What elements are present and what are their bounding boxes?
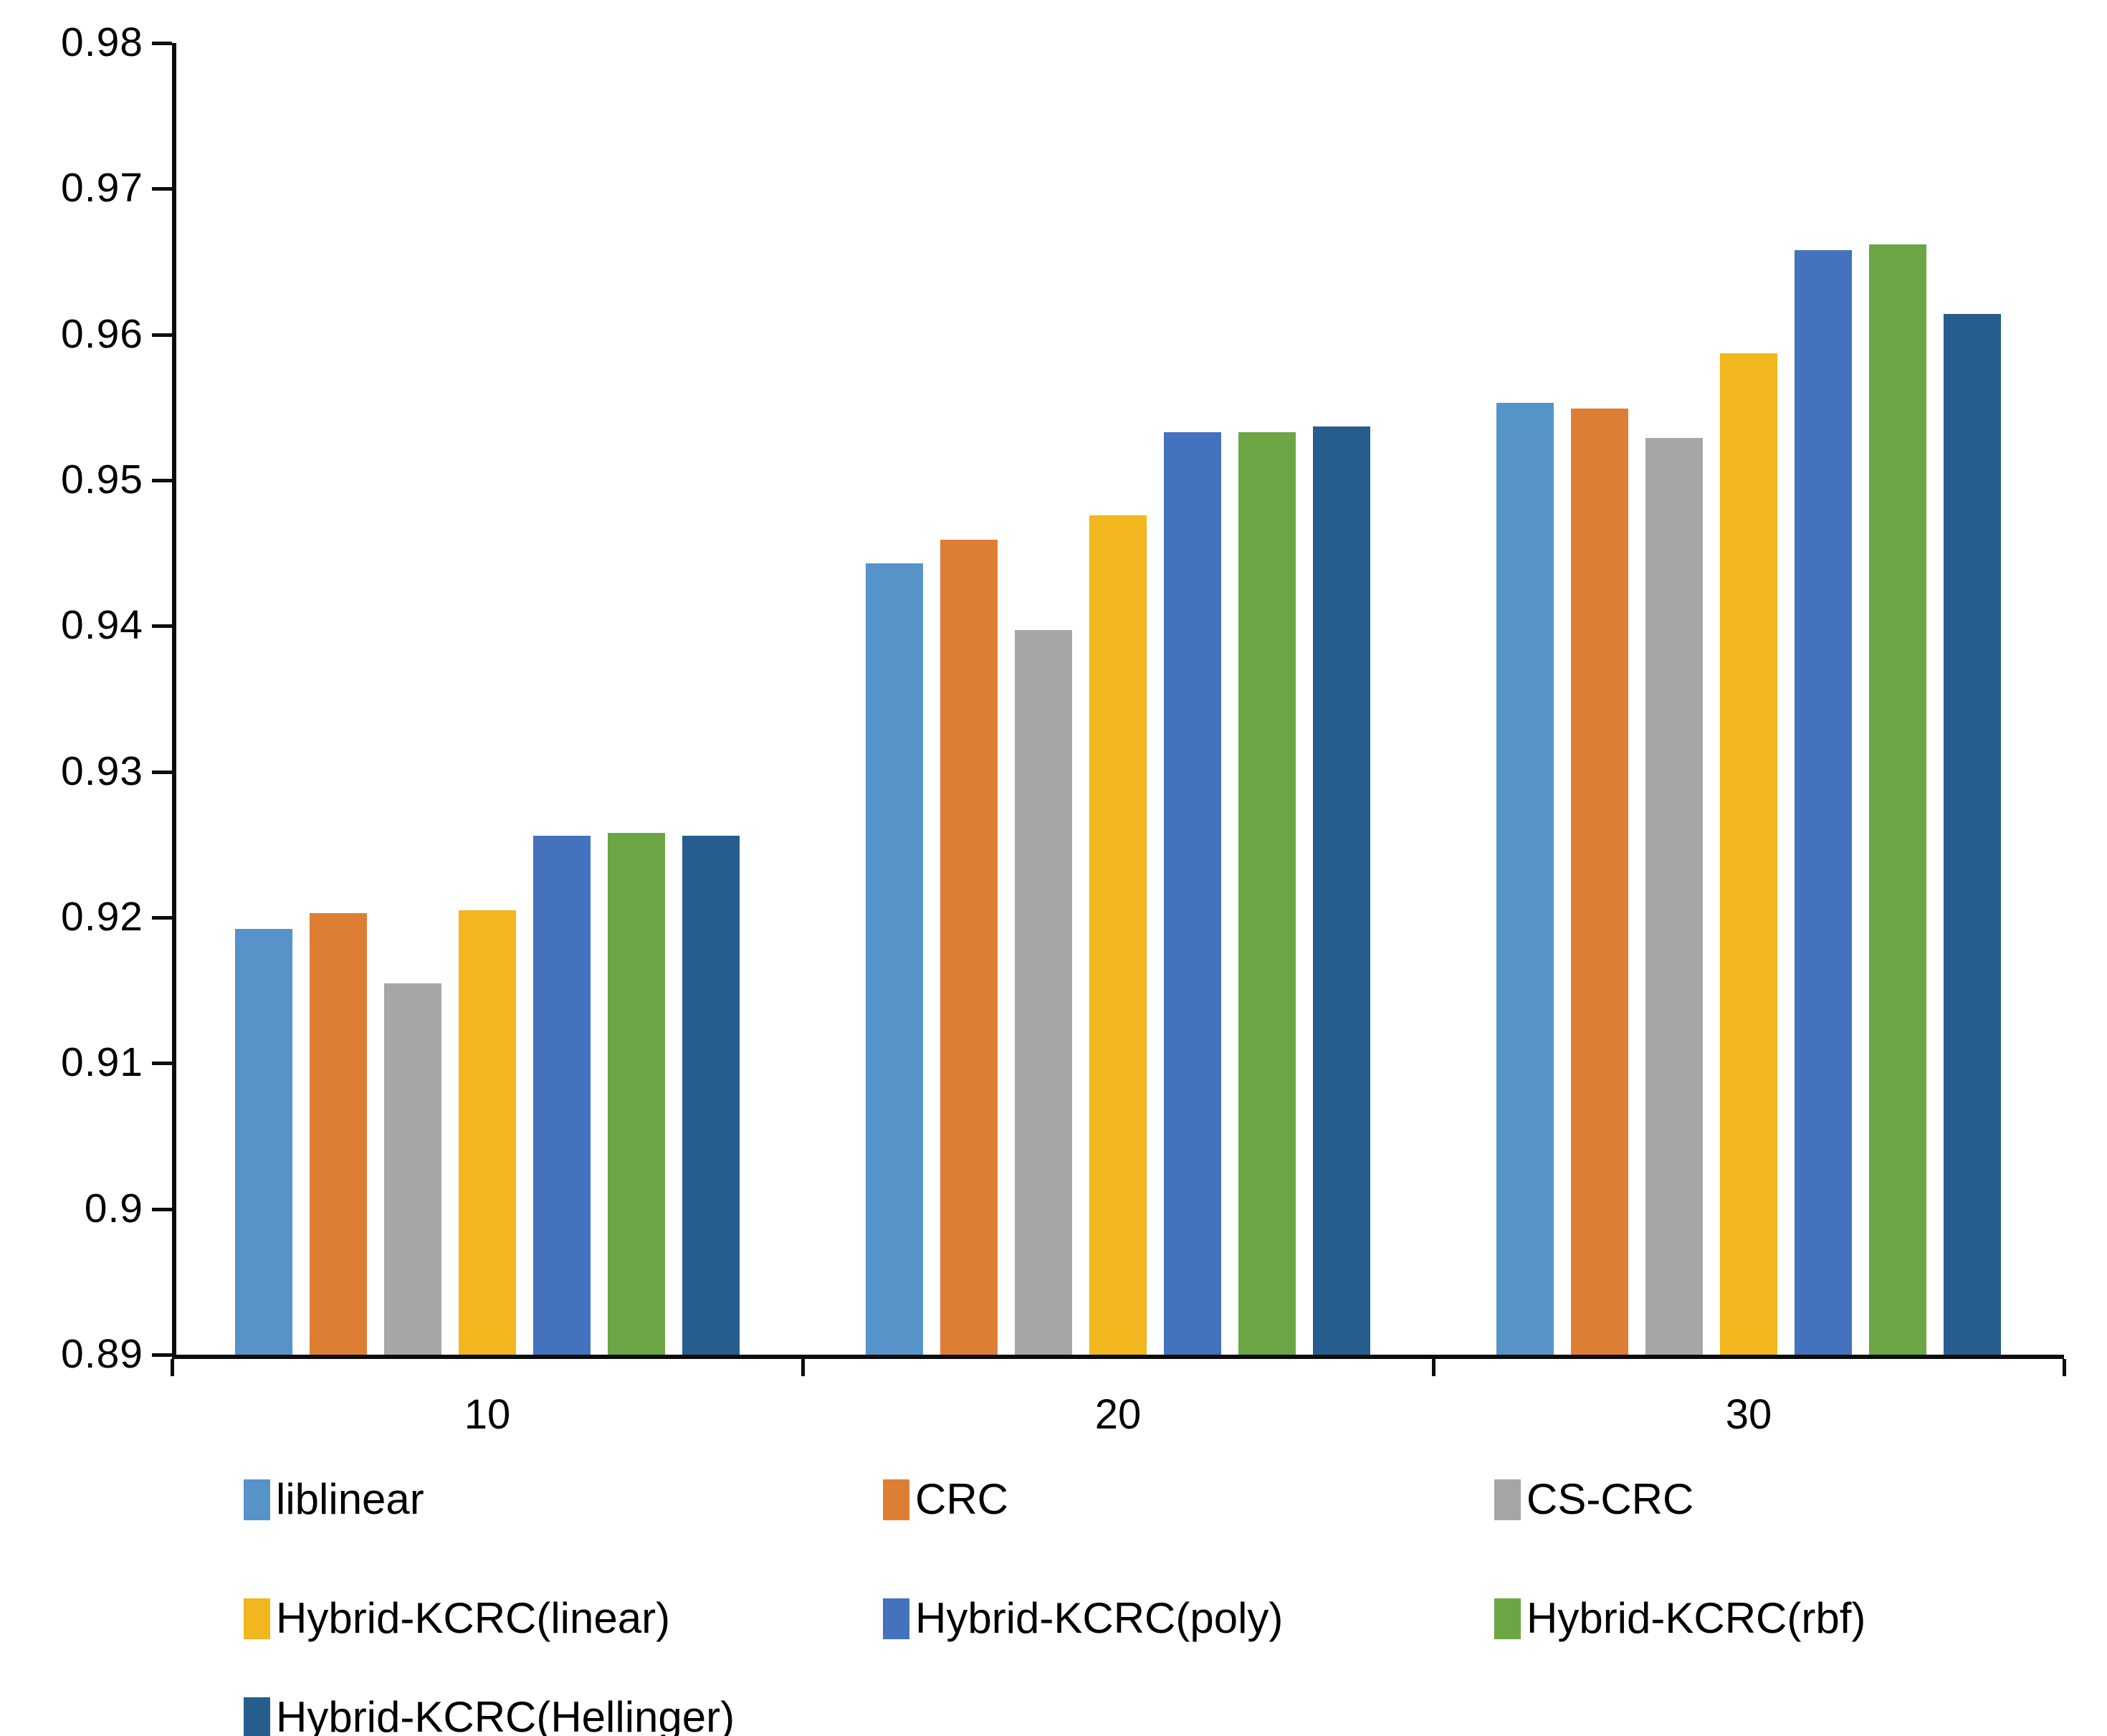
legend-item-CRC: CRC [883, 1477, 1008, 1522]
y-tick [152, 624, 172, 629]
y-tick-label: 0.93 [61, 748, 143, 794]
legend-swatch-CRC [883, 1479, 909, 1520]
y-tick [152, 1353, 172, 1357]
bar-CS-CRC-10 [384, 983, 441, 1355]
y-tick-label: 0.89 [61, 1331, 143, 1377]
y-tick-label: 0.9 [84, 1185, 143, 1231]
y-tick-label: 0.92 [61, 894, 143, 940]
legend-item-Hybrid-KCRC(poly): Hybrid-KCRC(poly) [883, 1596, 1283, 1641]
bar-Hybrid-KCRC(rbf)-20 [1238, 431, 1296, 1355]
y-tick-label: 0.95 [61, 457, 143, 502]
y-tick-label: 0.96 [61, 310, 143, 357]
bar-liblinear-30 [1496, 403, 1554, 1355]
y-tick-label: 0.98 [61, 19, 143, 65]
bar-CRC-20 [940, 540, 998, 1355]
x-tick-label: 20 [1094, 1391, 1142, 1438]
x-axis-line [172, 1355, 2064, 1359]
legend-swatch-CS-CRC [1494, 1479, 1521, 1520]
legend-label: Hybrid-KCRC(rbf) [1526, 1594, 1866, 1642]
legend-item-liblinear: liblinear [244, 1477, 424, 1522]
bar-liblinear-20 [866, 563, 923, 1355]
legend-swatch-Hybrid-KCRC(Hellinger) [244, 1697, 270, 1736]
bar-CRC-10 [310, 912, 367, 1355]
x-tick [2063, 1359, 2066, 1376]
legend-item-CS-CRC: CS-CRC [1494, 1477, 1693, 1522]
y-tick-label: 0.91 [61, 1039, 143, 1086]
legend-label: CS-CRC [1526, 1475, 1694, 1523]
y-tick [152, 916, 172, 920]
legend-item-Hybrid-KCRC(rbf): Hybrid-KCRC(rbf) [1494, 1596, 1865, 1641]
legend-swatch-liblinear [244, 1479, 270, 1520]
bar-Hybrid-KCRC(Hellinger)-10 [682, 836, 740, 1355]
bar-CS-CRC-20 [1015, 630, 1072, 1355]
y-tick [152, 1062, 172, 1066]
x-tick [1432, 1359, 1435, 1376]
bar-Hybrid-KCRC(linear)-20 [1089, 515, 1147, 1355]
y-tick [152, 42, 172, 45]
y-tick [152, 770, 172, 774]
legend-label: CRC [915, 1475, 1008, 1523]
y-axis-line [172, 43, 176, 1359]
bar-Hybrid-KCRC(Hellinger)-20 [1313, 426, 1370, 1355]
legend-swatch-Hybrid-KCRC(rbf) [1494, 1598, 1521, 1639]
legend-swatch-Hybrid-KCRC(poly) [883, 1598, 909, 1639]
y-tick [152, 479, 172, 482]
bar-CRC-30 [1571, 409, 1628, 1355]
bar-Hybrid-KCRC(Hellinger)-30 [1944, 314, 2001, 1355]
y-tick-label: 0.94 [61, 602, 143, 649]
x-tick-label: 30 [1725, 1391, 1772, 1438]
y-tick [152, 333, 172, 337]
bar-Hybrid-KCRC(linear)-30 [1720, 353, 1777, 1355]
legend-label: Hybrid-KCRC(linear) [276, 1594, 671, 1642]
legend-label: Hybrid-KCRC(poly) [915, 1594, 1284, 1642]
bar-Hybrid-KCRC(rbf)-30 [1869, 244, 1926, 1355]
x-tick-label: 10 [464, 1391, 511, 1438]
x-tick [171, 1359, 174, 1376]
legend-swatch-Hybrid-KCRC(linear) [244, 1598, 270, 1639]
legend-item-Hybrid-KCRC(Hellinger): Hybrid-KCRC(Hellinger) [244, 1694, 735, 1736]
y-tick [152, 187, 172, 191]
legend-label: liblinear [276, 1475, 424, 1523]
bar-Hybrid-KCRC(rbf)-10 [608, 833, 665, 1355]
y-tick [152, 1207, 172, 1211]
bar-Hybrid-KCRC(poly)-10 [533, 836, 591, 1355]
bar-Hybrid-KCRC(linear)-10 [459, 910, 516, 1355]
y-tick-label: 0.97 [61, 165, 143, 211]
bar-Hybrid-KCRC(poly)-20 [1164, 431, 1221, 1355]
bar-Hybrid-KCRC(poly)-30 [1795, 249, 1852, 1355]
bar-CS-CRC-30 [1645, 438, 1703, 1355]
x-tick [801, 1359, 805, 1376]
bar-liblinear-10 [235, 929, 292, 1355]
legend-item-Hybrid-KCRC(linear): Hybrid-KCRC(linear) [244, 1596, 670, 1641]
legend-label: Hybrid-KCRC(Hellinger) [276, 1693, 735, 1736]
